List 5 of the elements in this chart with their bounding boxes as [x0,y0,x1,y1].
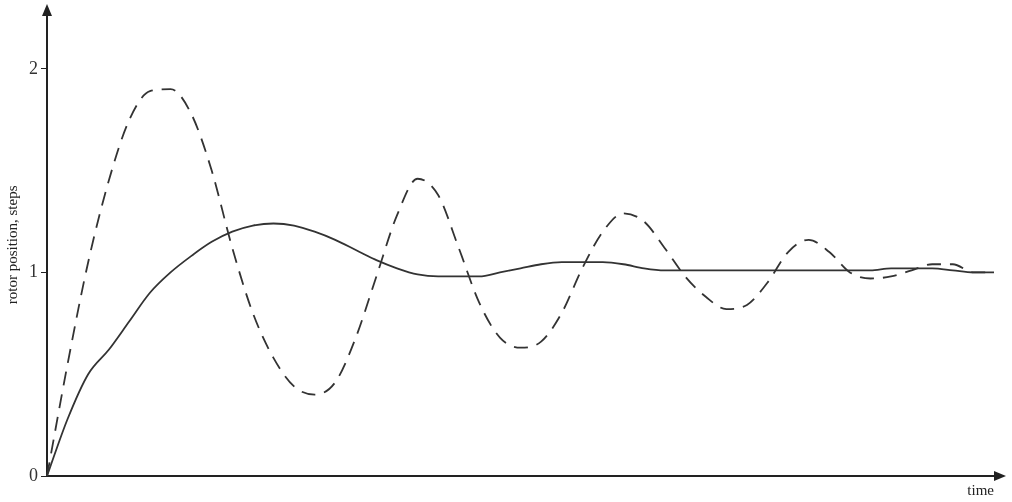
y-axis-title: rotor position, steps [3,185,20,305]
y-tick-label: 1 [29,261,38,282]
x-axis-title: time [967,481,995,498]
y-tick-label: 0 [29,464,38,485]
y-tick-label: 2 [29,57,38,78]
